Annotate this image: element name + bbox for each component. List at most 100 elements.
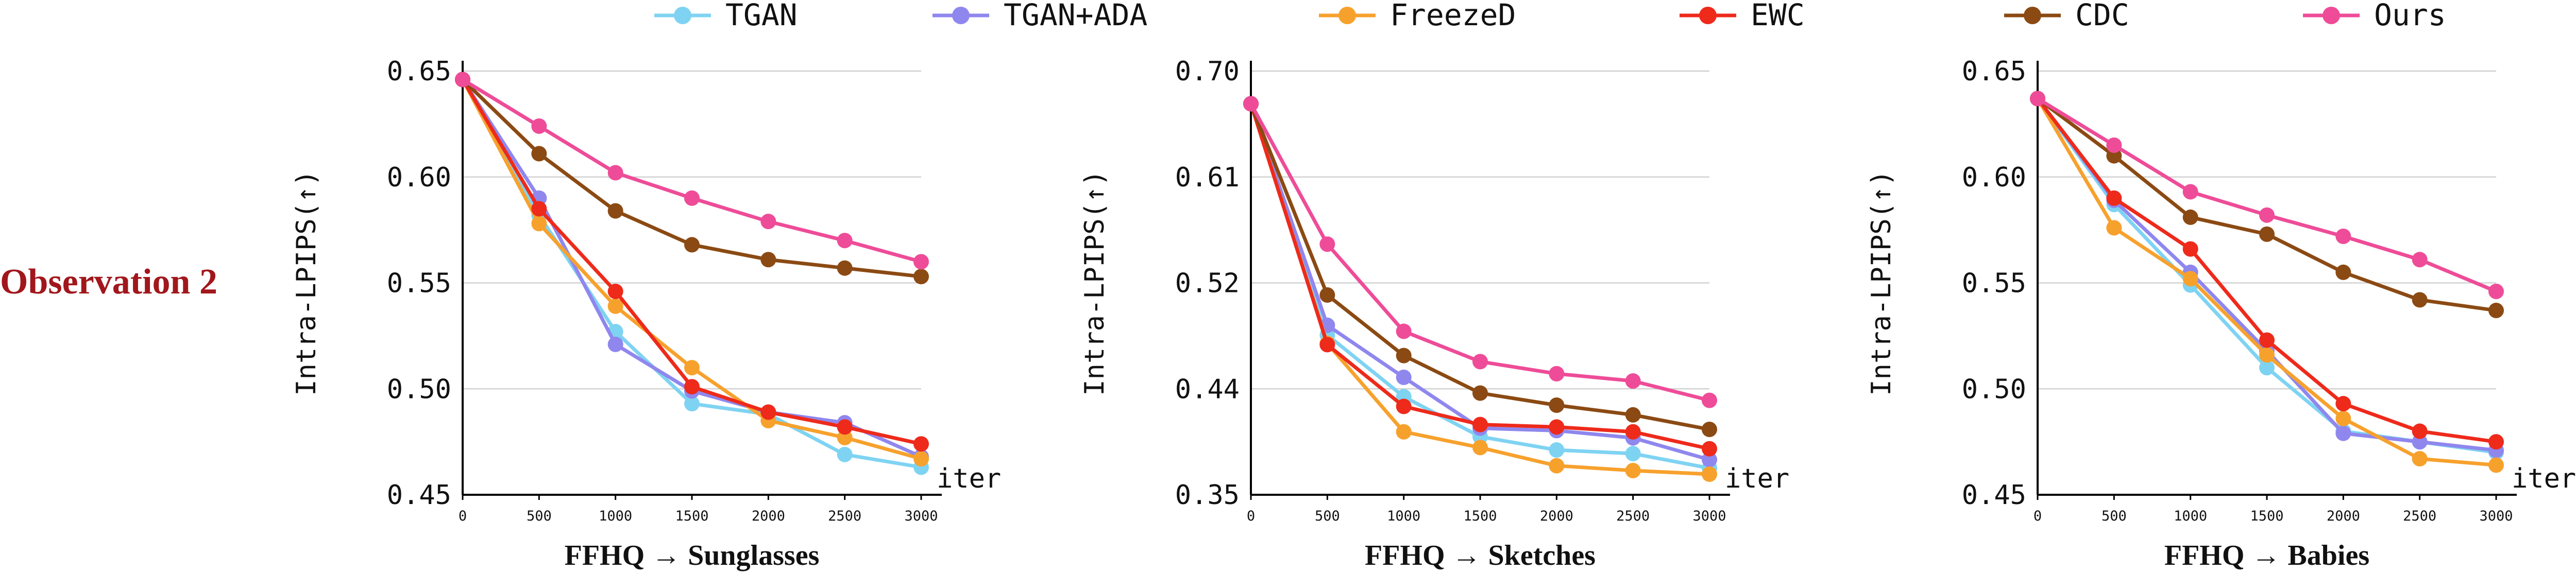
x-tick-label: 1500 (675, 508, 708, 524)
x-tick-label: 2000 (2327, 508, 2360, 524)
x-tick-label: 1000 (1387, 508, 1420, 524)
data-point (913, 254, 929, 270)
data-point (1319, 236, 1335, 252)
data-point (1396, 369, 1412, 385)
data-point (684, 190, 700, 206)
legend-item: TGAN+ADA (933, 0, 1147, 32)
y-tick-label: 0.60 (1962, 162, 2026, 193)
legend-marker (2024, 7, 2041, 24)
x-tick-label: 0 (2033, 508, 2042, 524)
x-end-label: iter (1725, 463, 1789, 494)
legend-label: EWC (1751, 0, 1805, 32)
data-point (1549, 419, 1565, 435)
data-point (2259, 207, 2275, 223)
data-point (2412, 434, 2428, 450)
data-point (2106, 220, 2122, 236)
y-tick-label: 0.52 (1175, 268, 1240, 299)
data-point (2182, 209, 2198, 225)
data-point (1549, 397, 1565, 413)
series-line (462, 78, 922, 264)
data-point (1549, 458, 1565, 474)
legend-marker (674, 7, 691, 24)
data-point (1396, 398, 1412, 414)
data-point (2182, 271, 2198, 287)
data-point (760, 214, 776, 230)
data-point (2259, 226, 2275, 242)
series-ewc (1243, 96, 1717, 457)
x-end-label: iter (2512, 463, 2576, 494)
data-point (455, 72, 470, 88)
data-point (913, 436, 929, 452)
data-point (1702, 422, 1717, 438)
chart-panel: 0.45 0.50 0.55 0.60 0.65 0 500 1000 1500 2000 2500… (291, 56, 1001, 571)
series-line (1249, 103, 1710, 462)
chart-panel: 0.35 0.44 0.52 0.61 0.70 0 500 1000 1500 2000 2500… (1079, 56, 1789, 571)
data-point (760, 252, 776, 268)
chart-panels: 0.45 0.50 0.55 0.60 0.65 0 500 1000 1500 2000 2500… (291, 56, 2576, 571)
y-axis-label: Intra-LPIPS(↑) (1079, 170, 1110, 395)
y-tick-label: 0.65 (1962, 56, 2026, 87)
x-tick-label: 3000 (2479, 508, 2513, 524)
data-point (2259, 332, 2275, 348)
data-point (684, 360, 700, 376)
data-point (1319, 287, 1335, 303)
data-point (837, 419, 853, 435)
data-point (837, 446, 853, 462)
y-tick-label: 0.50 (387, 374, 451, 405)
data-point (2488, 302, 2504, 318)
data-point (1396, 323, 1412, 339)
legend-item: Ours (2303, 0, 2446, 32)
data-point (2182, 184, 2198, 200)
y-tick-label: 0.45 (1962, 480, 2026, 511)
data-point (684, 379, 700, 395)
data-point (1549, 366, 1565, 382)
data-point (607, 298, 623, 314)
x-end-label: iter (937, 463, 1001, 494)
y-tick-label: 0.35 (1175, 480, 1240, 511)
data-point (1702, 452, 1717, 467)
legend: TGAN TGAN+ADA FreezeD EWC CDC Ours (654, 0, 2446, 32)
data-point (2106, 137, 2122, 153)
data-point (837, 233, 853, 249)
legend-label: TGAN (725, 0, 798, 32)
data-point (684, 237, 700, 253)
data-point (1702, 466, 1717, 482)
x-tick-label: 3000 (904, 508, 938, 524)
series-ewc (455, 72, 929, 452)
data-point (531, 146, 547, 162)
data-point (2335, 396, 2351, 412)
data-point (1625, 462, 1641, 478)
x-tick-label: 1500 (1463, 508, 1497, 524)
legend-label: Ours (2374, 0, 2446, 32)
y-axis-label: Intra-LPIPS(↑) (291, 170, 322, 395)
x-axis-label: FFHQ → Sketches (1365, 540, 1596, 571)
legend-item: CDC (2004, 0, 2129, 32)
legend-label: TGAN+ADA (1004, 0, 1147, 32)
y-tick-label: 0.60 (387, 162, 451, 193)
x-tick-label: 2000 (1540, 508, 1573, 524)
data-point (607, 203, 623, 219)
series-tgan (455, 72, 929, 475)
series-tgan-ada (1243, 96, 1717, 467)
data-point (607, 336, 623, 352)
y-tick-label: 0.55 (387, 268, 451, 299)
y-tick-label: 0.65 (387, 56, 451, 87)
legend-marker (2323, 7, 2340, 24)
x-tick-label: 0 (459, 508, 467, 524)
data-point (1625, 446, 1641, 462)
data-point (1472, 354, 1488, 370)
data-point (2335, 264, 2351, 280)
legend-label: CDC (2075, 0, 2129, 32)
legend-marker (952, 7, 970, 24)
data-point (531, 118, 547, 134)
x-tick-label: 500 (1315, 508, 1340, 524)
data-point (1472, 417, 1488, 432)
data-point (607, 283, 623, 299)
data-point (684, 396, 700, 412)
legend-item: EWC (1680, 0, 1805, 32)
data-point (760, 404, 776, 420)
series-ours (455, 72, 929, 270)
legend-marker (1338, 7, 1356, 24)
data-point (2412, 451, 2428, 467)
x-tick-label: 1500 (2250, 508, 2283, 524)
